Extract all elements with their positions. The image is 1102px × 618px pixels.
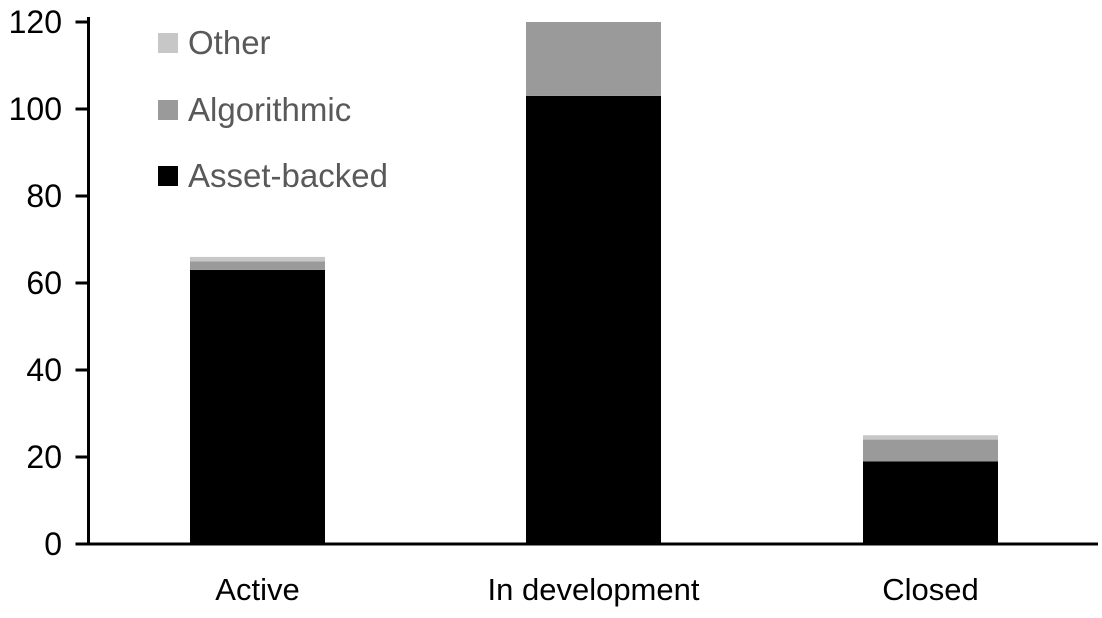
bar-segment-algorithmic-active	[190, 261, 325, 270]
x-category-label-active: Active	[215, 572, 300, 607]
legend-label-other: Other	[188, 24, 271, 61]
y-tick-label-80: 80	[26, 178, 62, 214]
bar-segment-algorithmic-in-development	[526, 22, 661, 96]
y-tick-label-120: 120	[8, 4, 62, 40]
y-tick-label-100: 100	[8, 91, 62, 127]
legend-item-algorithmic: Algorithmic	[158, 91, 351, 129]
legend-item-other: Other	[158, 24, 271, 62]
bar-segment-asset-backed-active	[190, 269, 325, 544]
x-category-label-in-development: In development	[487, 572, 700, 607]
x-category-label-closed: Closed	[882, 572, 979, 607]
bar-segment-asset-backed-closed	[863, 461, 998, 544]
bar-segment-asset-backed-in-development	[526, 95, 661, 544]
bar-segment-algorithmic-closed	[863, 439, 998, 462]
bar-segment-other-closed	[863, 435, 998, 440]
legend-label-asset-backed: Asset-backed	[188, 157, 388, 194]
legend-item-asset-backed: Asset-backed	[158, 157, 388, 195]
bar-segment-other-active	[190, 256, 325, 262]
legend-label-algorithmic: Algorithmic	[188, 91, 352, 128]
y-tick-label-60: 60	[26, 265, 62, 301]
legend-swatch-asset-backed	[158, 166, 178, 186]
y-tick-label-40: 40	[26, 352, 62, 388]
legend-swatch-other	[158, 33, 178, 53]
y-tick-label-0: 0	[44, 526, 62, 562]
legend-swatch-algorithmic	[158, 100, 178, 120]
y-tick-label-20: 20	[26, 439, 62, 475]
